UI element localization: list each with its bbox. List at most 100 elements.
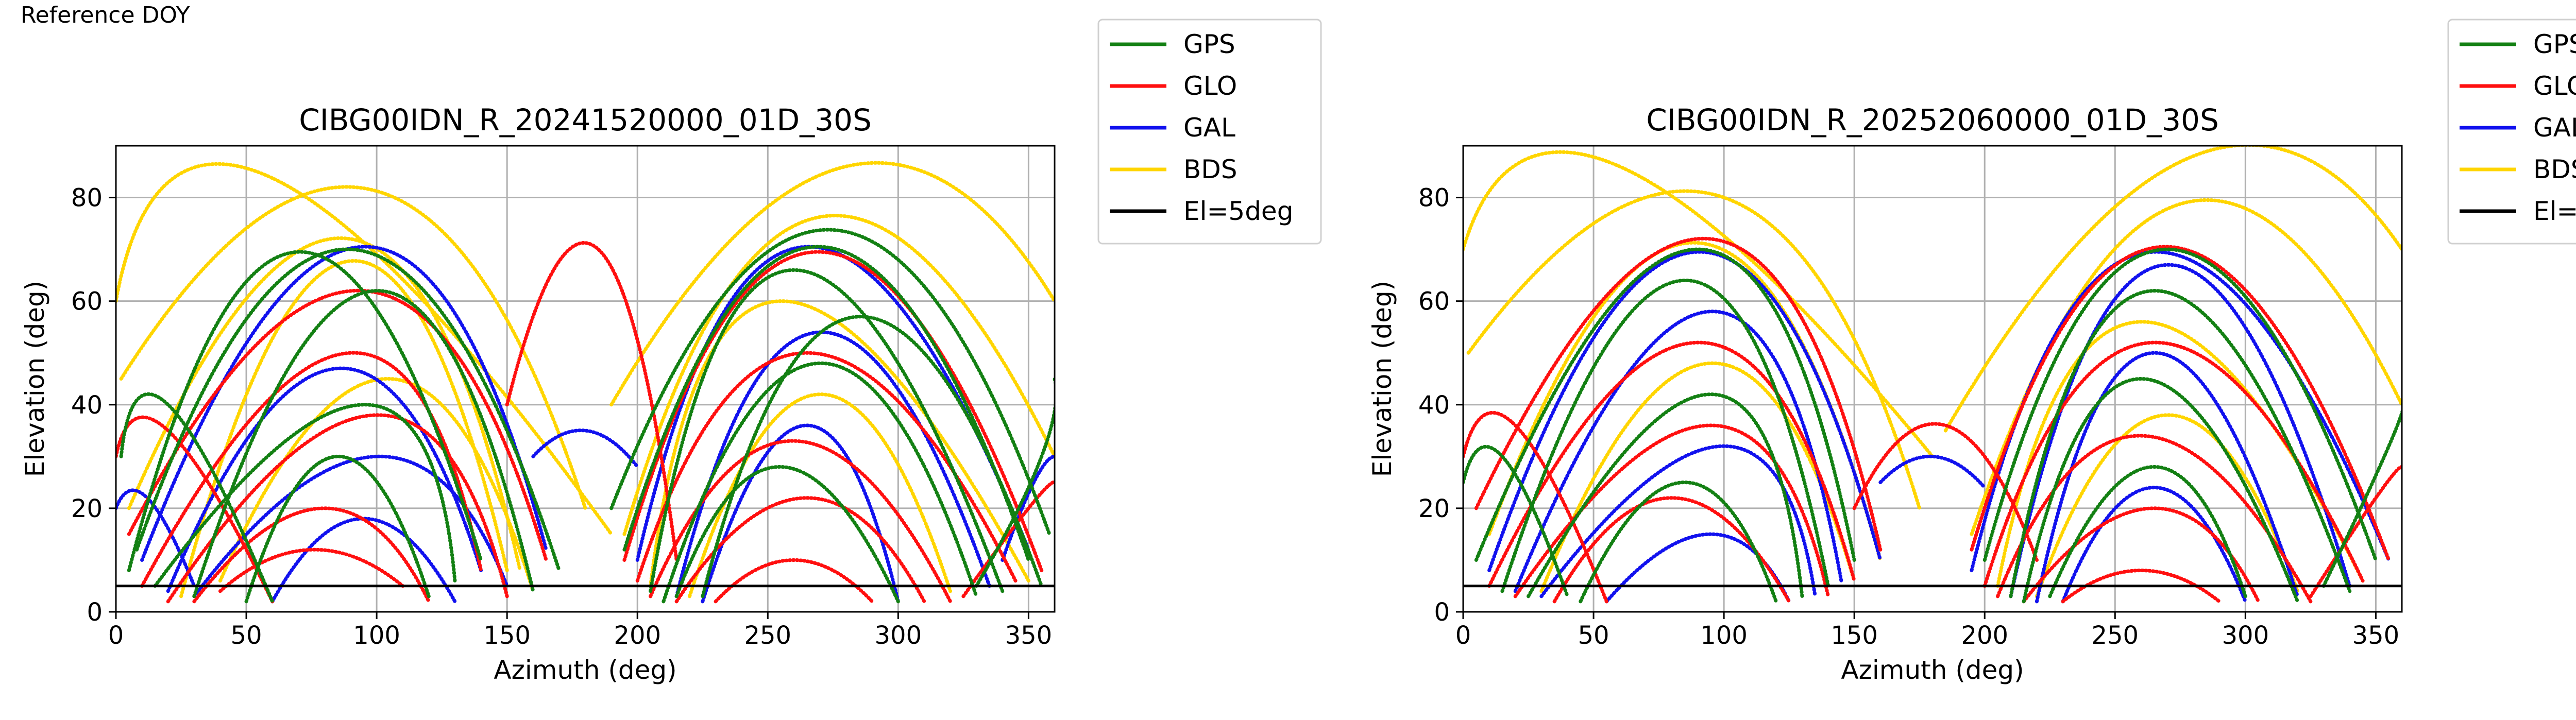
reference-doy-label: Reference DOY: [21, 2, 190, 28]
bds-satellite-track: [119, 185, 587, 510]
gps-satellite-track: [134, 247, 561, 573]
bds-satellite-track: [127, 236, 522, 573]
bds-satellite-track: [2035, 413, 2300, 598]
x-tick-label: 100: [1700, 621, 1748, 650]
gal-satellite-track: [2035, 351, 2300, 604]
gps-satellite-track: [649, 268, 1005, 593]
legend-box: [2447, 19, 2576, 245]
gal-satellite-track: [166, 366, 483, 593]
gal-satellite-track: [1513, 310, 1843, 593]
x-tick-label: 50: [231, 621, 262, 650]
legend: GPS GLO GAL BDS El=5deg: [2447, 19, 2576, 245]
gal-satellite-track: [1878, 454, 1987, 490]
legend-label: BDS: [1183, 155, 1238, 184]
chart-title: CIBG00IDN_R_20241520000_01D_30S: [299, 102, 872, 138]
axes-frame: [1462, 145, 2403, 613]
bds-satellite-track: [649, 299, 1030, 588]
chart-right: 0 50 100 150 200 250 300 350 0 20 40 60 80 CIBG00IDN_…: [1367, 19, 2576, 685]
bds-satellite-track: [1466, 189, 1922, 510]
x-tick-label: 300: [875, 621, 922, 650]
gps-satellite-track: [1982, 247, 2378, 562]
gal-satellite-track: [2061, 486, 2247, 604]
gal-satellite-track: [1487, 250, 1883, 573]
x-tick-label: 0: [1455, 621, 1471, 650]
gal-satellite-track: [140, 245, 548, 562]
gps-satellite-track: [1463, 444, 1569, 598]
x-tick-label: 300: [2222, 621, 2269, 650]
gps-satellite-track: [127, 250, 483, 573]
glo-satellite-track: [961, 480, 1055, 598]
y-tick-label: 0: [87, 598, 103, 627]
legend-label: GPS: [2533, 29, 2576, 59]
chart-left: 0 50 100 150 200 250 300 350 0 20 40 60 80 CIBG00IDN_…: [20, 19, 1322, 685]
x-tick-label: 350: [2352, 621, 2400, 650]
legend-label: BDS: [2533, 155, 2576, 184]
gal-satellite-track: [1539, 444, 1817, 598]
gps-satellite-track: [2048, 465, 2247, 598]
glo-satellite-track: [2061, 569, 2222, 604]
gps-satellite-track: [1579, 481, 1778, 604]
bds-satellite-track: [1463, 150, 1935, 458]
bds-satellite-track: [116, 162, 614, 536]
legend-label: GPS: [1183, 29, 1235, 59]
gps-satellite-track: [622, 245, 1030, 562]
legend-label: GLO: [2533, 71, 2576, 101]
y-tick-label: 60: [71, 287, 103, 316]
gps-satellite-track: [609, 228, 1052, 536]
gps-satellite-track: [2009, 289, 2352, 598]
series-gal: [116, 245, 1055, 604]
gps-satellite-track: [674, 465, 900, 604]
y-tick-label: 20: [1418, 494, 1450, 523]
glo-satellite-track: [1487, 340, 1856, 588]
glo-satellite-track: [649, 439, 953, 604]
bds-satellite-track: [179, 259, 509, 598]
series-bds: [116, 161, 1055, 598]
glo-satellite-track: [1996, 434, 2313, 604]
grid: [115, 146, 1055, 613]
x-tick-label: 350: [1005, 621, 1053, 650]
y-tick-label: 60: [1418, 287, 1450, 316]
bds-satellite-track: [218, 377, 535, 593]
chart-title: CIBG00IDN_R_20252060000_01D_30S: [1646, 102, 2219, 138]
x-tick-label: 200: [1961, 621, 2008, 650]
x-tick-label: 250: [2091, 621, 2139, 650]
gps-satellite-track: [1500, 278, 1831, 593]
glo-satellite-track: [1474, 236, 1883, 552]
x-tick-label: 50: [1578, 621, 1609, 650]
glo-satellite-track: [1852, 422, 2039, 562]
x-tick-label: 200: [614, 621, 661, 650]
gps-satellite-track: [662, 362, 978, 604]
x-axis-label: Azimuth (deg): [494, 655, 676, 685]
gps-satellite-track: [1474, 247, 1856, 562]
legend-label: GAL: [1183, 113, 1235, 143]
gps-satellite-track: [244, 454, 431, 604]
gal-satellite-track: [531, 428, 639, 469]
y-tick-label: 40: [71, 391, 103, 420]
bds-satellite-track: [622, 214, 1055, 536]
axes-frame: [115, 145, 1056, 613]
series-gps: [119, 228, 1055, 604]
series-bds: [1463, 146, 2402, 598]
gps-satellite-track: [2022, 377, 2300, 604]
legend: GPS GLO GAL BDS El=5deg: [1097, 19, 1322, 245]
glo-satellite-track: [218, 547, 405, 593]
gps-satellite-track: [119, 392, 275, 604]
x-tick-label: 0: [108, 621, 124, 650]
glo-satellite-track: [505, 241, 679, 562]
gps-satellite-track: [701, 315, 1044, 598]
glo-satellite-track: [1463, 410, 1608, 604]
legend-label: GAL: [2533, 113, 2576, 143]
glo-satellite-track: [1970, 245, 2391, 562]
y-tick-label: 20: [71, 494, 103, 523]
series-glo: [1463, 236, 2402, 604]
x-axis-label: Azimuth (deg): [1841, 655, 2024, 685]
series-gps: [1463, 247, 2402, 604]
glo-satellite-track: [622, 250, 1044, 573]
bds-satellite-track: [1539, 361, 1856, 593]
glo-satellite-track: [192, 506, 431, 604]
glo-satellite-track: [714, 558, 874, 604]
series-glo: [116, 241, 1055, 604]
legend-label: El=5deg: [2533, 196, 2576, 226]
legend-label: GLO: [1183, 71, 1237, 101]
